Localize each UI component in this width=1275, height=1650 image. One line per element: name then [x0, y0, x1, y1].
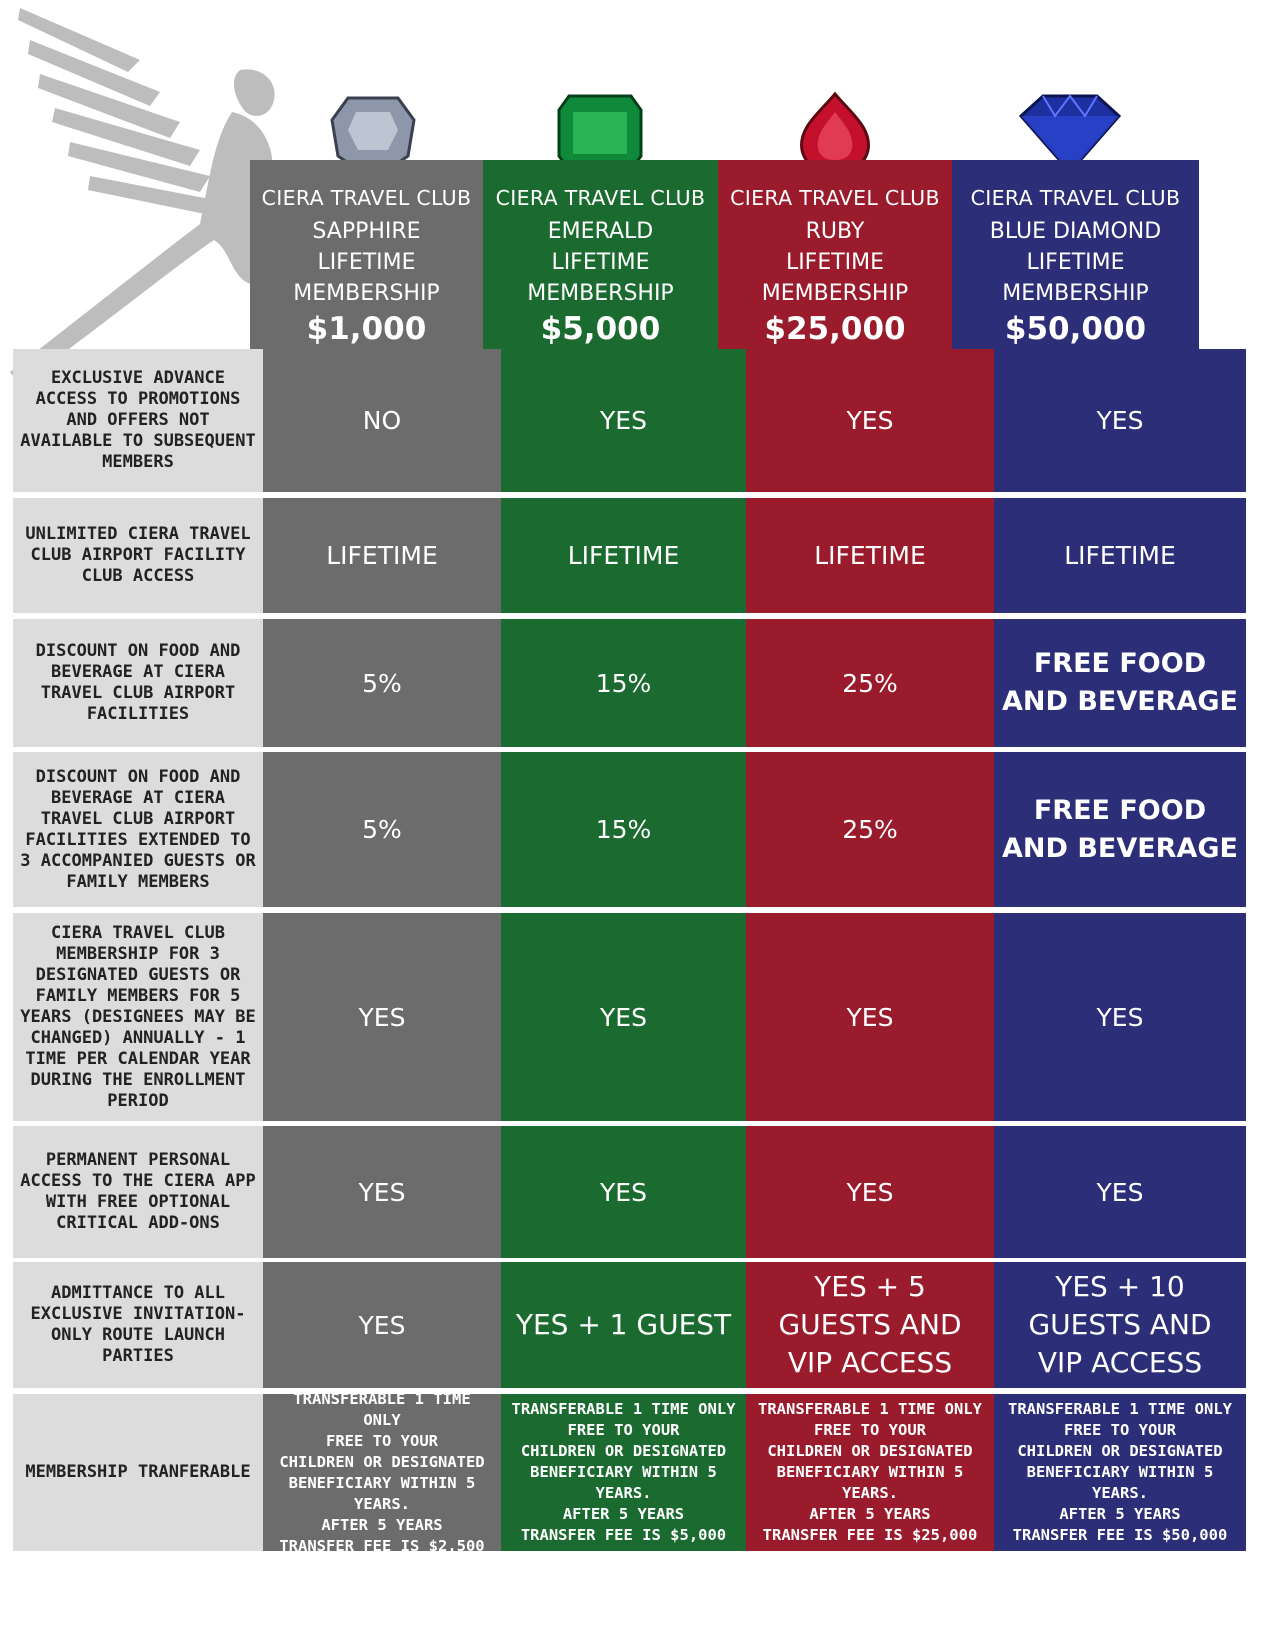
tier-line3: MEMBERSHIP [1002, 281, 1149, 306]
row-label: CIERA TRAVEL CLUB MEMBERSHIP FOR 3 DESIG… [13, 913, 263, 1121]
tier-line3: MEMBERSHIP [293, 281, 440, 306]
tier-price: $50,000 [1004, 311, 1147, 347]
row-value-cell: FREE FOOD AND BEVERAGE [994, 619, 1246, 747]
row-label: UNLIMITED CIERA TRAVEL CLUB AIRPORT FACI… [13, 498, 263, 613]
row-value-cell: YES [994, 1126, 1246, 1258]
tier-price: $5,000 [540, 311, 661, 347]
row-value-cell: YES [994, 349, 1246, 492]
tier-header-blue-diamond: CIERA TRAVEL CLUB BLUE DIAMOND LIFETIME MEM… [952, 160, 1199, 365]
row-label: EXCLUSIVE ADVANCE ACCESS TO PROMOTIONS A… [13, 349, 263, 492]
row-value-cell: YES [263, 1126, 501, 1258]
row-value-cell: 15% [501, 752, 746, 907]
row-value-cell: 5% [263, 752, 501, 907]
tier-line3: MEMBERSHIP [761, 281, 909, 306]
table-row: MEMBERSHIP TRANFERABLE TRANSFERABLE 1 TIM… [13, 1390, 1265, 1555]
tier-name: BLUE DIAMOND [989, 219, 1162, 244]
row-value-cell: LIFETIME [501, 498, 746, 613]
row-label: ADMITTANCE TO ALL EXCLUSIVE INVITATION-O… [13, 1262, 263, 1388]
tier-header-emerald: CIERA TRAVEL CLUB EMERALD LIFETIME MEMBERSH… [483, 160, 718, 365]
tier-header-ruby: CIERA TRAVEL CLUB RUBY LIFETIME MEMBERSHIP $… [718, 160, 952, 365]
row-value-cell: LIFETIME [263, 498, 501, 613]
row-value-cell: YES [994, 913, 1246, 1121]
tier-name: SAPPHIRE [312, 219, 421, 244]
tier-price: $25,000 [764, 311, 906, 347]
row-value-cell: 5% [263, 619, 501, 747]
brand-name: CIERA TRAVEL CLUB [730, 186, 940, 210]
tier-line3: MEMBERSHIP [527, 281, 674, 306]
row-value-cell: YES [746, 913, 994, 1121]
brand-name: CIERA TRAVEL CLUB [495, 186, 706, 210]
tier-line2: LIFETIME [785, 250, 885, 275]
tier-line2: LIFETIME [1026, 250, 1125, 275]
sapphire-gem-icon [330, 96, 416, 172]
row-value-cell: 15% [501, 619, 746, 747]
row-value-cell: TRANSFERABLE 1 TIME ONLY FREE TO YOUR CH… [994, 1394, 1246, 1551]
brand-name: CIERA TRAVEL CLUB [261, 186, 472, 210]
row-value-cell: YES [501, 349, 746, 492]
tier-line2: LIFETIME [551, 250, 650, 275]
row-value-cell: YES [263, 1262, 501, 1388]
emerald-gem-icon [557, 94, 643, 172]
row-value-cell: YES + 5 GUESTS AND VIP ACCESS [746, 1262, 994, 1388]
tier-name: RUBY [805, 219, 865, 244]
row-value-cell: TRANSFERABLE 1 TIME ONLY FREE TO YOUR CH… [501, 1394, 746, 1551]
row-value-cell: YES [746, 1126, 994, 1258]
table-row: CIERA TRAVEL CLUB MEMBERSHIP FOR 3 DESIG… [13, 913, 1265, 1121]
table-row: EXCLUSIVE ADVANCE ACCESS TO PROMOTIONS A… [13, 349, 1265, 492]
brand-name: CIERA TRAVEL CLUB [970, 186, 1181, 210]
tier-price: $1,000 [306, 311, 427, 347]
row-value-cell: YES + 10 GUESTS AND VIP ACCESS [994, 1262, 1246, 1388]
row-value-cell: YES [501, 1126, 746, 1258]
row-label: PERMANENT PERSONAL ACCESS TO THE CIERA A… [13, 1126, 263, 1258]
table-row: PERMANENT PERSONAL ACCESS TO THE CIERA A… [13, 1126, 1265, 1258]
row-value-cell: YES [501, 913, 746, 1121]
row-value-cell: LIFETIME [746, 498, 994, 613]
row-value-cell: TRANSFERABLE 1 TIME ONLY FREE TO YOUR CH… [746, 1394, 994, 1551]
row-value-cell: LIFETIME [994, 498, 1246, 613]
table-row: DISCOUNT ON FOOD AND BEVERAGE AT CIERA T… [13, 752, 1265, 907]
row-value-cell: YES [746, 349, 994, 492]
table-row: DISCOUNT ON FOOD AND BEVERAGE AT CIERA T… [13, 619, 1265, 747]
row-value-cell: YES [263, 913, 501, 1121]
tier-line2: LIFETIME [317, 250, 416, 275]
row-value-cell: 25% [746, 619, 994, 747]
ruby-gem-icon [800, 91, 870, 174]
row-value-cell: YES + 1 GUEST [501, 1262, 746, 1388]
row-label: DISCOUNT ON FOOD AND BEVERAGE AT CIERA T… [13, 619, 263, 747]
row-value-cell: TRANSFERABLE 1 TIME ONLY FREE TO YOUR CH… [263, 1390, 501, 1555]
table-row: ADMITTANCE TO ALL EXCLUSIVE INVITATION-O… [13, 1262, 1265, 1388]
row-label: MEMBERSHIP TRANFERABLE [13, 1394, 263, 1551]
row-label: DISCOUNT ON FOOD AND BEVERAGE AT CIERA T… [13, 752, 263, 907]
row-value-cell: FREE FOOD AND BEVERAGE [994, 752, 1246, 907]
row-value-cell: 25% [746, 752, 994, 907]
tier-name: EMERALD [547, 219, 654, 244]
tier-header-sapphire: CIERA TRAVEL CLUB SAPPHIRE LIFETIME MEMBERS… [250, 160, 483, 365]
row-value-cell: NO [263, 349, 501, 492]
table-row: UNLIMITED CIERA TRAVEL CLUB AIRPORT FACI… [13, 498, 1265, 613]
